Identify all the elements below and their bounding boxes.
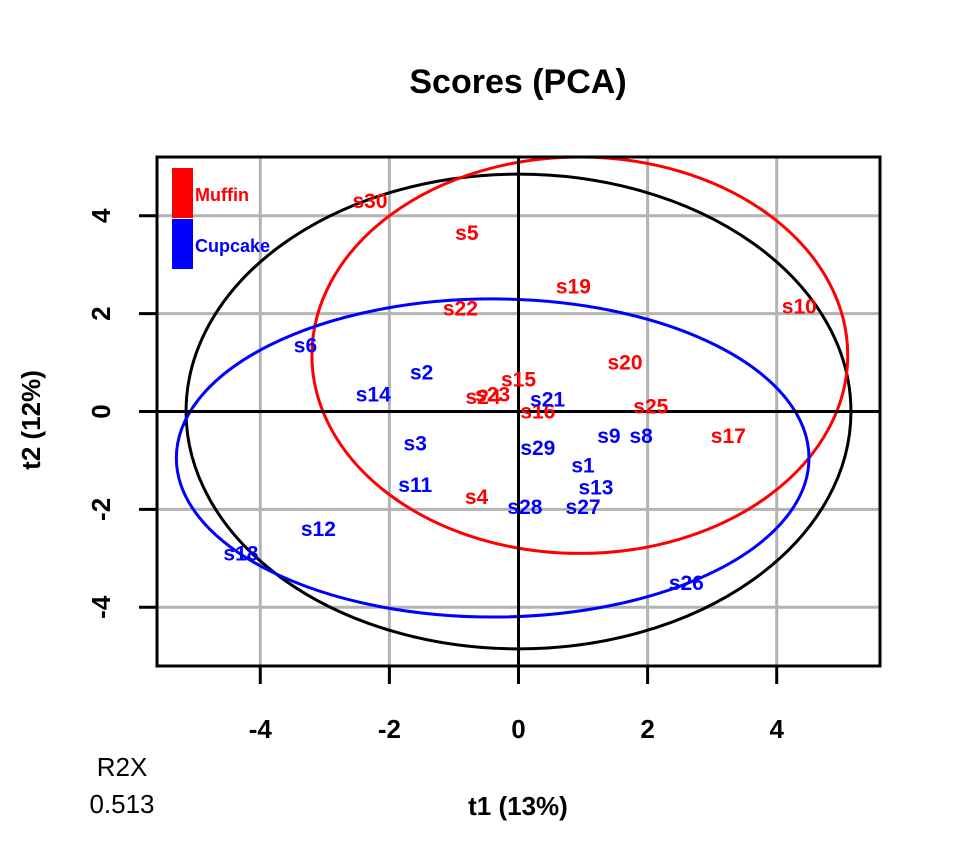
ellipse-cupcake xyxy=(174,297,811,619)
point-s30: s30 xyxy=(353,190,388,213)
legend-swatch-cupcake xyxy=(172,219,193,269)
legend-label-muffin: Muffin xyxy=(195,185,249,205)
point-s21: s21 xyxy=(530,388,565,411)
point-s27: s27 xyxy=(566,496,601,519)
legend-swatch-muffin xyxy=(172,168,193,218)
x-tick-label: -2 xyxy=(378,714,401,744)
r2x-value: 0.513 xyxy=(89,789,154,819)
point-s24: s24 xyxy=(465,386,500,409)
point-s18: s18 xyxy=(223,542,258,565)
point-s3: s3 xyxy=(404,432,427,455)
point-s2: s2 xyxy=(410,361,433,384)
y-tick-label: -4 xyxy=(86,595,116,619)
zero-axes xyxy=(157,157,880,666)
point-s29: s29 xyxy=(520,437,555,460)
point-s26: s26 xyxy=(669,572,704,595)
y-tick-label: 0 xyxy=(86,404,116,418)
point-s1: s1 xyxy=(571,454,595,477)
point-s11: s11 xyxy=(398,474,432,497)
point-s28: s28 xyxy=(507,496,542,519)
point-s9: s9 xyxy=(597,425,620,448)
y-tick-label: 4 xyxy=(86,208,116,223)
legend: Muffin Cupcake xyxy=(172,168,270,269)
y-axis-ticks: -4 -2 0 2 4 xyxy=(86,208,157,619)
x-axis-label: t1 (13%) xyxy=(468,791,568,821)
point-s4: s4 xyxy=(465,486,489,509)
chart-title: Scores (PCA) xyxy=(409,63,626,101)
point-s16: s16 xyxy=(520,401,555,424)
point-s8: s8 xyxy=(629,425,653,448)
point-s19: s19 xyxy=(556,276,591,299)
x-tick-label: 4 xyxy=(769,714,784,744)
point-s12: s12 xyxy=(301,518,336,541)
point-s20: s20 xyxy=(607,352,642,375)
x-tick-label: 2 xyxy=(640,714,654,744)
point-s25: s25 xyxy=(633,396,668,419)
point-s22: s22 xyxy=(443,298,478,321)
point-s6: s6 xyxy=(294,334,317,357)
legend-label-cupcake: Cupcake xyxy=(195,236,270,256)
r2x-label: R2X xyxy=(97,752,148,782)
point-s14: s14 xyxy=(356,383,391,406)
confidence-ellipses xyxy=(174,155,853,651)
x-tick-label: -4 xyxy=(249,714,273,744)
x-tick-label: 0 xyxy=(511,714,525,744)
point-s17: s17 xyxy=(711,425,746,448)
y-tick-label: -2 xyxy=(86,498,116,521)
x-axis-ticks: -4 -2 0 2 4 xyxy=(249,666,784,744)
point-s23: s23 xyxy=(475,383,510,406)
y-tick-label: 2 xyxy=(86,306,116,320)
y-axis-label: t2 (12%) xyxy=(16,370,46,470)
point-s5: s5 xyxy=(455,222,479,245)
point-s15: s15 xyxy=(501,369,536,392)
point-s13: s13 xyxy=(578,476,613,499)
point-s10: s10 xyxy=(782,295,817,318)
